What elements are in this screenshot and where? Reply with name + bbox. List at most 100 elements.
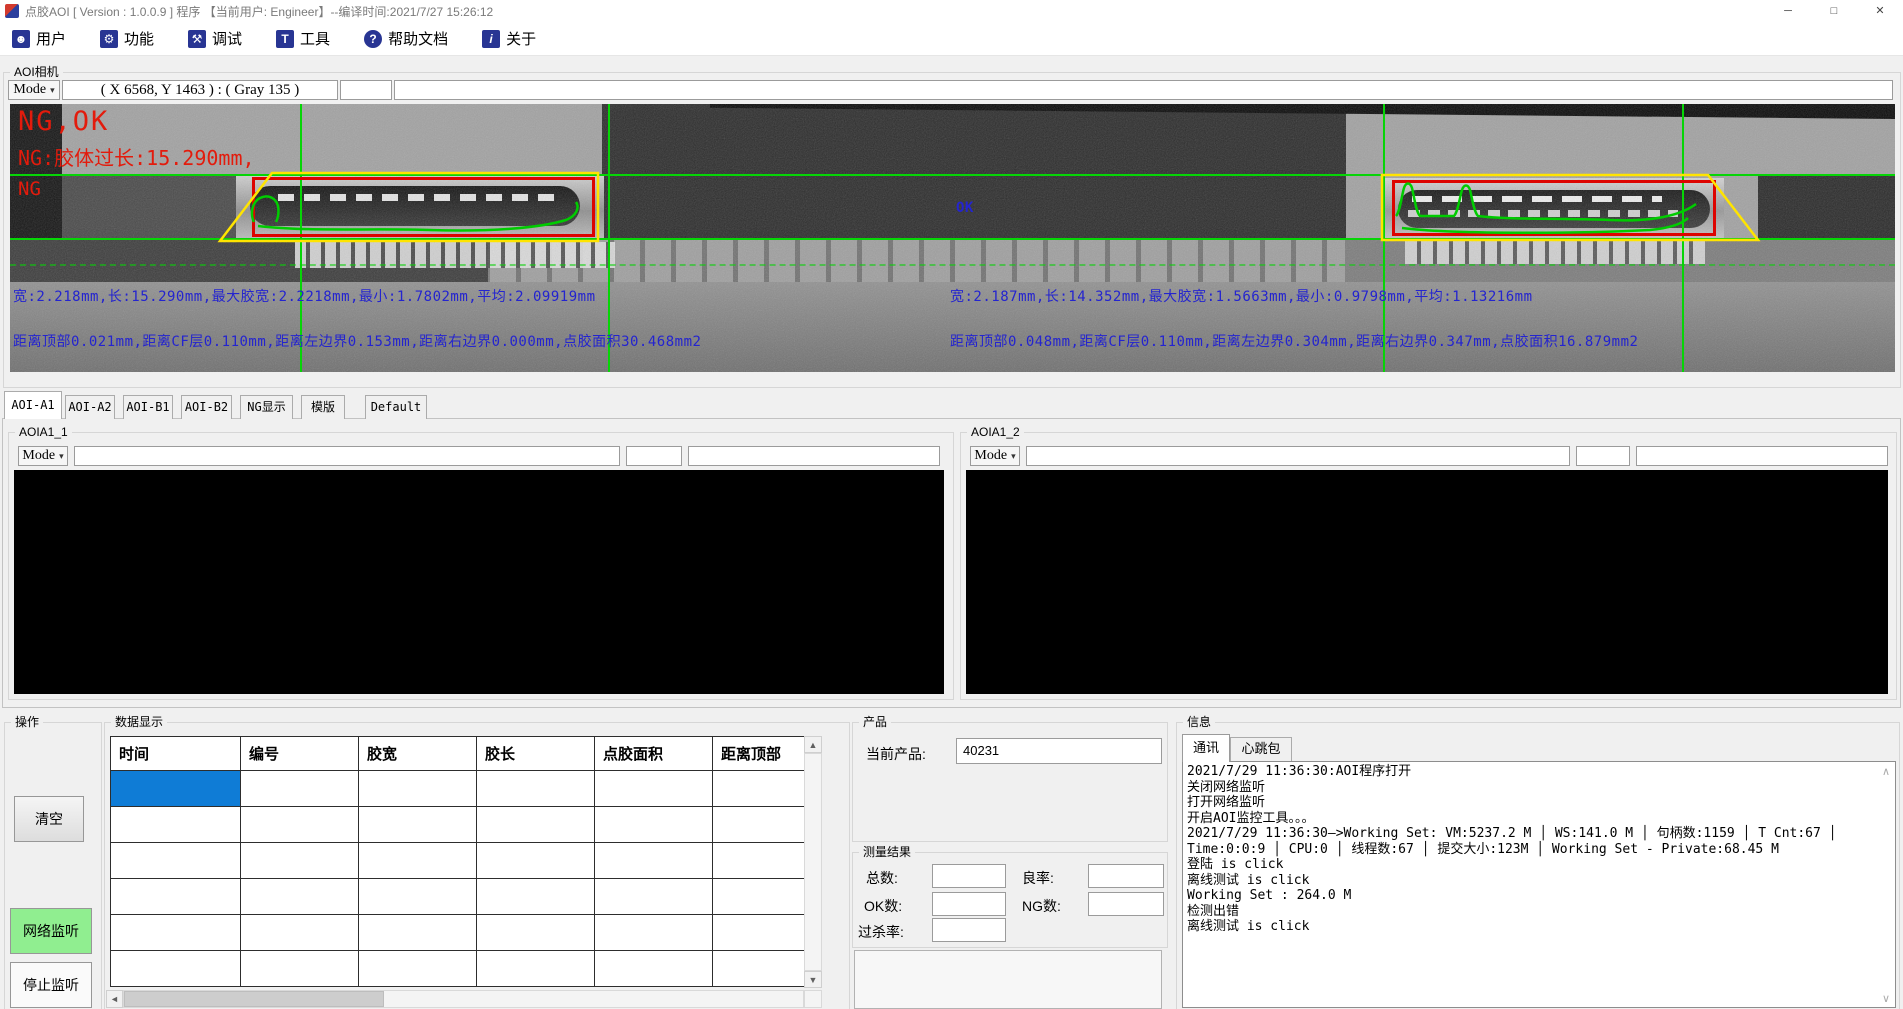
log-line: Working Set : 264.0 M (1187, 888, 1352, 903)
selected-cell[interactable] (110, 770, 241, 807)
info-group: 信息 (1176, 715, 1900, 1009)
menu-user[interactable]: ☻ 用户 (12, 28, 66, 49)
menu-debug-label: 调试 (212, 31, 243, 48)
col-header-glue-area[interactable]: 点胶面积 (594, 736, 713, 771)
viewport2-info-box-3 (1636, 446, 1888, 466)
total-value-box (932, 864, 1006, 888)
menu-tools[interactable]: T 工具 (276, 28, 330, 49)
ng-reason-text: NG:胶体过长:15.290mm, (18, 146, 255, 170)
col-header-id[interactable]: 编号 (240, 736, 359, 771)
tab-default[interactable]: Default (365, 395, 427, 419)
col-header-time[interactable]: 时间 (110, 736, 241, 771)
table-row[interactable] (110, 950, 805, 987)
table-row[interactable] (110, 806, 805, 843)
viewport1-info-box-3 (688, 446, 940, 466)
camera-mode-label: Mode (13, 82, 47, 97)
log-scroll-up-icon[interactable]: ∧ (1878, 763, 1894, 779)
viewport1-info-box-2 (626, 446, 682, 466)
product-input[interactable]: 40231 (956, 738, 1162, 764)
log-line: 打开网络监听 (1187, 795, 1266, 810)
measurement-caption: 测量结果 (859, 845, 916, 859)
menu-about-label: 关于 (506, 31, 537, 48)
maximize-button[interactable]: □ (1830, 5, 1838, 17)
log-scroll-down-icon[interactable]: ∨ (1878, 990, 1894, 1006)
menu-debug[interactable]: ⚒ 调试 (188, 28, 242, 49)
viewport2-mode-dropdown[interactable]: Mode ▾ (970, 446, 1020, 466)
wrench-icon: ⚒ (188, 29, 207, 48)
table-row[interactable] (110, 914, 805, 951)
log-line: 关闭网络监听 (1187, 779, 1266, 795)
viewport2-info-box-2 (1576, 446, 1630, 466)
tab-aoi-b1[interactable]: AOI-B1 (123, 395, 173, 419)
table-row[interactable] (110, 878, 805, 915)
tab-heartbeat[interactable]: 心跳包 (1230, 737, 1292, 761)
tab-ng-display[interactable]: NG显示 (240, 395, 293, 419)
stop-listen-button[interactable]: 停止监听 (10, 962, 92, 1008)
scroll-up-icon[interactable]: ▲ (804, 736, 822, 753)
menu-function-label: 功能 (124, 31, 155, 48)
tab-aoi-a2[interactable]: AOI-A2 (65, 395, 115, 419)
log-line: 登陆 is click (1187, 857, 1284, 872)
viewport2-group: AOIA1_2 (960, 425, 1897, 700)
tab-aoi-b2[interactable]: AOI-B2 (181, 395, 232, 419)
annotation-overlay (217, 171, 1761, 243)
camera-aux-box-2 (394, 80, 1893, 100)
col-header-glue-length[interactable]: 胶长 (476, 736, 595, 771)
ng-count-label: NG数: (1022, 898, 1061, 914)
help-icon: ? (364, 29, 383, 48)
menu-about[interactable]: i 关于 (482, 28, 536, 49)
ng-count-box (1088, 892, 1164, 916)
gear-icon: ⚙ (100, 29, 119, 48)
menu-tools-label: 工具 (300, 31, 331, 48)
viewport1-caption: AOIA1_1 (15, 425, 72, 439)
info-caption: 信息 (1183, 715, 1216, 729)
title-bar: 点胶AOI [ Version : 1.0.0.9 ] 程序 【当前用户: En… (0, 0, 1903, 23)
camera-coordinate-readout: ( X 6568, Y 1463 ) : ( Gray 135 ) (62, 80, 338, 100)
col-header-dist-top[interactable]: 距离顶部 (712, 736, 805, 771)
product-group: 产品 (852, 715, 1168, 842)
table-hscroll-thumb[interactable] (124, 991, 384, 1007)
tool-icon: T (276, 29, 295, 48)
yield-value-box (1088, 864, 1164, 888)
log-line: 离线测试 is click (1187, 919, 1310, 934)
col-header-glue-width[interactable]: 胶宽 (358, 736, 477, 771)
camera-display[interactable]: NG,OK NG:胶体过长:15.290mm, NG OK 宽:2.218mm,… (10, 104, 1895, 372)
data-display-group: 数据显示 (104, 715, 850, 1009)
viewport1-mode-dropdown[interactable]: Mode ▾ (18, 446, 68, 466)
table-header-row: 时间 编号 胶宽 胶长 点胶面积 距离顶部 (110, 736, 805, 771)
viewport2-display[interactable] (966, 470, 1888, 694)
operations-group: 操作 (4, 715, 102, 1009)
network-listen-button[interactable]: 网络监听 (10, 908, 92, 954)
table-row[interactable] (110, 770, 805, 807)
result-title-text: NG,OK (18, 106, 110, 137)
menu-function[interactable]: ⚙ 功能 (100, 28, 154, 49)
data-table[interactable]: 时间 编号 胶宽 胶长 点胶面积 距离顶部 (110, 736, 805, 987)
caret-down-icon: ▾ (1011, 450, 1016, 461)
minimize-button[interactable]: ─ (1784, 5, 1792, 17)
viewport2-caption: AOIA1_2 (967, 425, 1024, 439)
ng-flag-text: NG (18, 178, 41, 200)
scroll-left-icon[interactable]: ◄ (106, 990, 123, 1008)
product-caption: 产品 (859, 715, 892, 729)
close-button[interactable]: ✕ (1875, 5, 1885, 17)
log-output[interactable]: 2021/7/29 11:36:30:AOI程序打开 关闭网络监听 打开网络监听… (1182, 761, 1896, 1008)
scroll-down-icon[interactable]: ▼ (804, 971, 822, 988)
table-row[interactable] (110, 842, 805, 879)
right-stats-line2: 距离顶部0.048mm,距离CF层0.110mm,距离左边界0.304mm,距离… (950, 334, 1639, 350)
bottom-blank-panel (854, 950, 1162, 1009)
menu-help[interactable]: ? 帮助文档 (364, 28, 448, 49)
camera-mode-dropdown[interactable]: Mode ▾ (8, 80, 60, 100)
tab-template[interactable]: 模版 (301, 395, 345, 419)
yield-label: 良率: (1022, 870, 1054, 886)
tab-comm[interactable]: 通讯 (1182, 734, 1230, 762)
left-stats-line2: 距离顶部0.021mm,距离CF层0.110mm,距离左边界0.153mm,距离… (13, 334, 702, 350)
table-vscroll-track[interactable] (804, 753, 822, 971)
data-display-caption: 数据显示 (111, 715, 168, 729)
viewport1-display[interactable] (14, 470, 944, 694)
viewport1-mode-label: Mode (22, 448, 56, 463)
clear-button[interactable]: 清空 (14, 796, 84, 842)
log-line: 2021/7/29 11:36:30:AOI程序打开 (1187, 764, 1412, 779)
app-icon (5, 4, 19, 18)
tab-aoi-a1[interactable]: AOI-A1 (4, 391, 62, 419)
